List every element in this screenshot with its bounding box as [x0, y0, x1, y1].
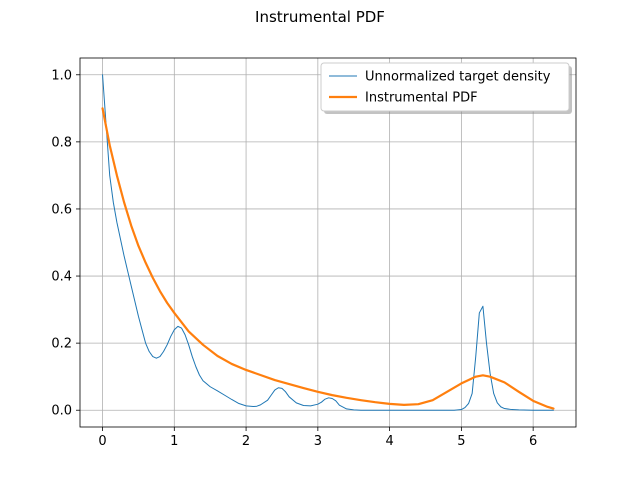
x-tick-label: 2	[242, 434, 250, 449]
y-tick-label: 0.2	[51, 337, 72, 352]
ticks: 0 1 2 3 4 5 6 0.0 0.2 0.4 0.6 0.8 1.0	[51, 68, 537, 449]
y-tick-label: 0.0	[51, 404, 72, 419]
y-tick-label: 0.8	[51, 135, 72, 150]
grid	[80, 58, 576, 427]
x-tick-label: 3	[314, 434, 322, 449]
series-layer	[101, 74, 555, 411]
legend-label-unnormalized-target-density: Unnormalized target density	[365, 70, 551, 85]
x-tick-label: 4	[385, 434, 393, 449]
series-line-unnormalized-target-density	[102, 74, 554, 411]
legend-box	[320, 62, 570, 112]
series-line-instrumental-pdf	[101, 107, 555, 410]
x-tick-label: 5	[457, 434, 465, 449]
x-tick-label: 1	[170, 434, 178, 449]
axes-frame	[79, 57, 577, 428]
legend: Unnormalized target density Instrumental …	[320, 62, 572, 114]
chart-title: Instrumental PDF	[255, 8, 385, 26]
y-tick-label: 0.4	[51, 270, 72, 285]
y-tick-label: 0.6	[51, 202, 72, 217]
legend-label-instrumental-pdf: Instrumental PDF	[365, 91, 478, 106]
legend-entries: Unnormalized target density Instrumental …	[329, 70, 551, 106]
x-tick-label: 6	[529, 434, 537, 449]
x-tick-label: 0	[98, 434, 106, 449]
y-tick-label: 1.0	[51, 68, 72, 83]
